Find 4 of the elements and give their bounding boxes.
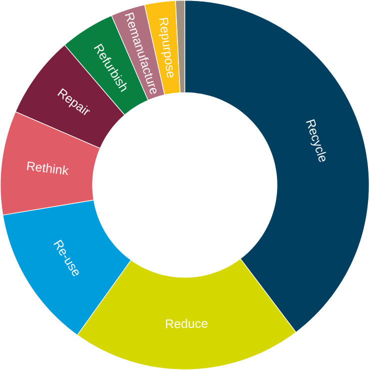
slice-label: Recycle	[306, 119, 326, 162]
slice-label: Repurpose	[158, 18, 174, 78]
slice-label: Reduce	[166, 318, 208, 328]
slice-label: Rethink	[27, 162, 69, 176]
